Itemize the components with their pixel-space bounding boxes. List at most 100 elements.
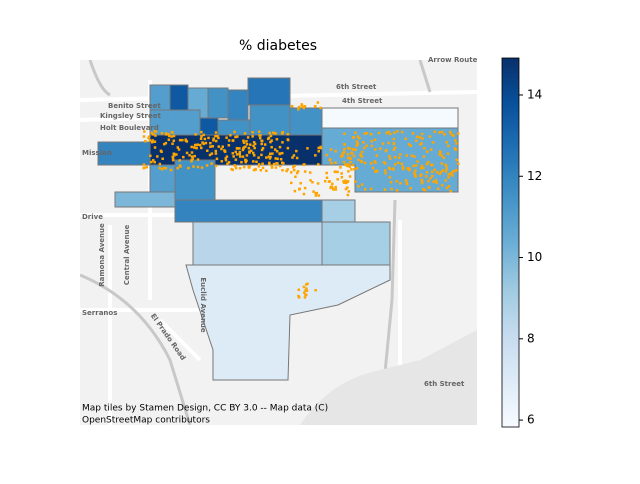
street-label: 4th Street (342, 97, 383, 105)
point (306, 282, 309, 286)
point (156, 155, 159, 158)
point (303, 296, 307, 299)
point (161, 157, 164, 161)
point (253, 142, 257, 146)
point (190, 151, 194, 154)
point (295, 171, 299, 175)
point (153, 130, 157, 133)
point (261, 162, 264, 166)
point (267, 136, 271, 140)
point (226, 162, 229, 165)
point (298, 187, 301, 191)
point (425, 162, 429, 166)
point (431, 141, 435, 144)
point (314, 194, 318, 197)
point (175, 153, 178, 156)
point (171, 155, 175, 159)
point (153, 146, 157, 149)
point (434, 179, 438, 182)
point (317, 150, 320, 153)
point (304, 293, 307, 296)
point (399, 182, 402, 185)
street-label: Central Avenue (123, 225, 131, 286)
point (172, 134, 176, 138)
point (295, 156, 299, 160)
point (407, 143, 411, 146)
point (433, 168, 437, 172)
point (299, 181, 302, 185)
point (344, 187, 348, 191)
point (192, 146, 196, 149)
point (319, 146, 323, 150)
point (214, 139, 218, 143)
point (360, 150, 364, 154)
point (339, 166, 342, 169)
point (449, 131, 452, 134)
point (265, 156, 268, 159)
point (231, 152, 235, 155)
point (257, 163, 261, 166)
point (147, 136, 150, 140)
point (154, 134, 157, 137)
point (423, 147, 426, 150)
point (193, 154, 196, 158)
point (422, 166, 425, 170)
point (438, 172, 442, 175)
point (346, 186, 349, 189)
point (252, 144, 255, 147)
point (241, 148, 245, 152)
point (195, 146, 198, 150)
point (343, 181, 346, 185)
point (159, 149, 163, 153)
street-label: Benito Street (108, 102, 161, 110)
region (247, 77, 291, 106)
point (244, 145, 247, 149)
point (450, 133, 454, 137)
region (321, 199, 356, 223)
point (436, 187, 440, 190)
point (294, 175, 297, 179)
point (452, 169, 456, 173)
point (343, 132, 346, 135)
point (388, 155, 391, 158)
point (185, 151, 189, 155)
point (273, 132, 277, 135)
point (334, 149, 337, 153)
point (220, 147, 223, 151)
point (350, 151, 353, 155)
point (238, 152, 241, 156)
point (393, 131, 396, 134)
point (356, 135, 360, 138)
point (370, 139, 374, 143)
point (414, 164, 418, 167)
point (410, 154, 414, 157)
point (236, 135, 239, 138)
point (411, 132, 415, 135)
point (303, 170, 307, 173)
point (348, 165, 352, 169)
point (428, 135, 432, 138)
point (231, 139, 235, 142)
point (225, 155, 229, 158)
point (204, 141, 208, 145)
point (445, 140, 448, 144)
point (190, 155, 194, 158)
point (275, 137, 279, 141)
point (420, 180, 424, 183)
point (414, 175, 417, 178)
point (258, 136, 262, 140)
point (297, 108, 300, 111)
point (314, 289, 317, 292)
point (416, 160, 419, 163)
point (305, 287, 308, 290)
region (207, 87, 229, 119)
point (245, 142, 249, 146)
point (449, 189, 452, 193)
point (395, 179, 399, 183)
point (328, 159, 332, 162)
point (242, 141, 246, 144)
point (194, 133, 197, 136)
point (241, 155, 245, 158)
point (456, 132, 460, 135)
